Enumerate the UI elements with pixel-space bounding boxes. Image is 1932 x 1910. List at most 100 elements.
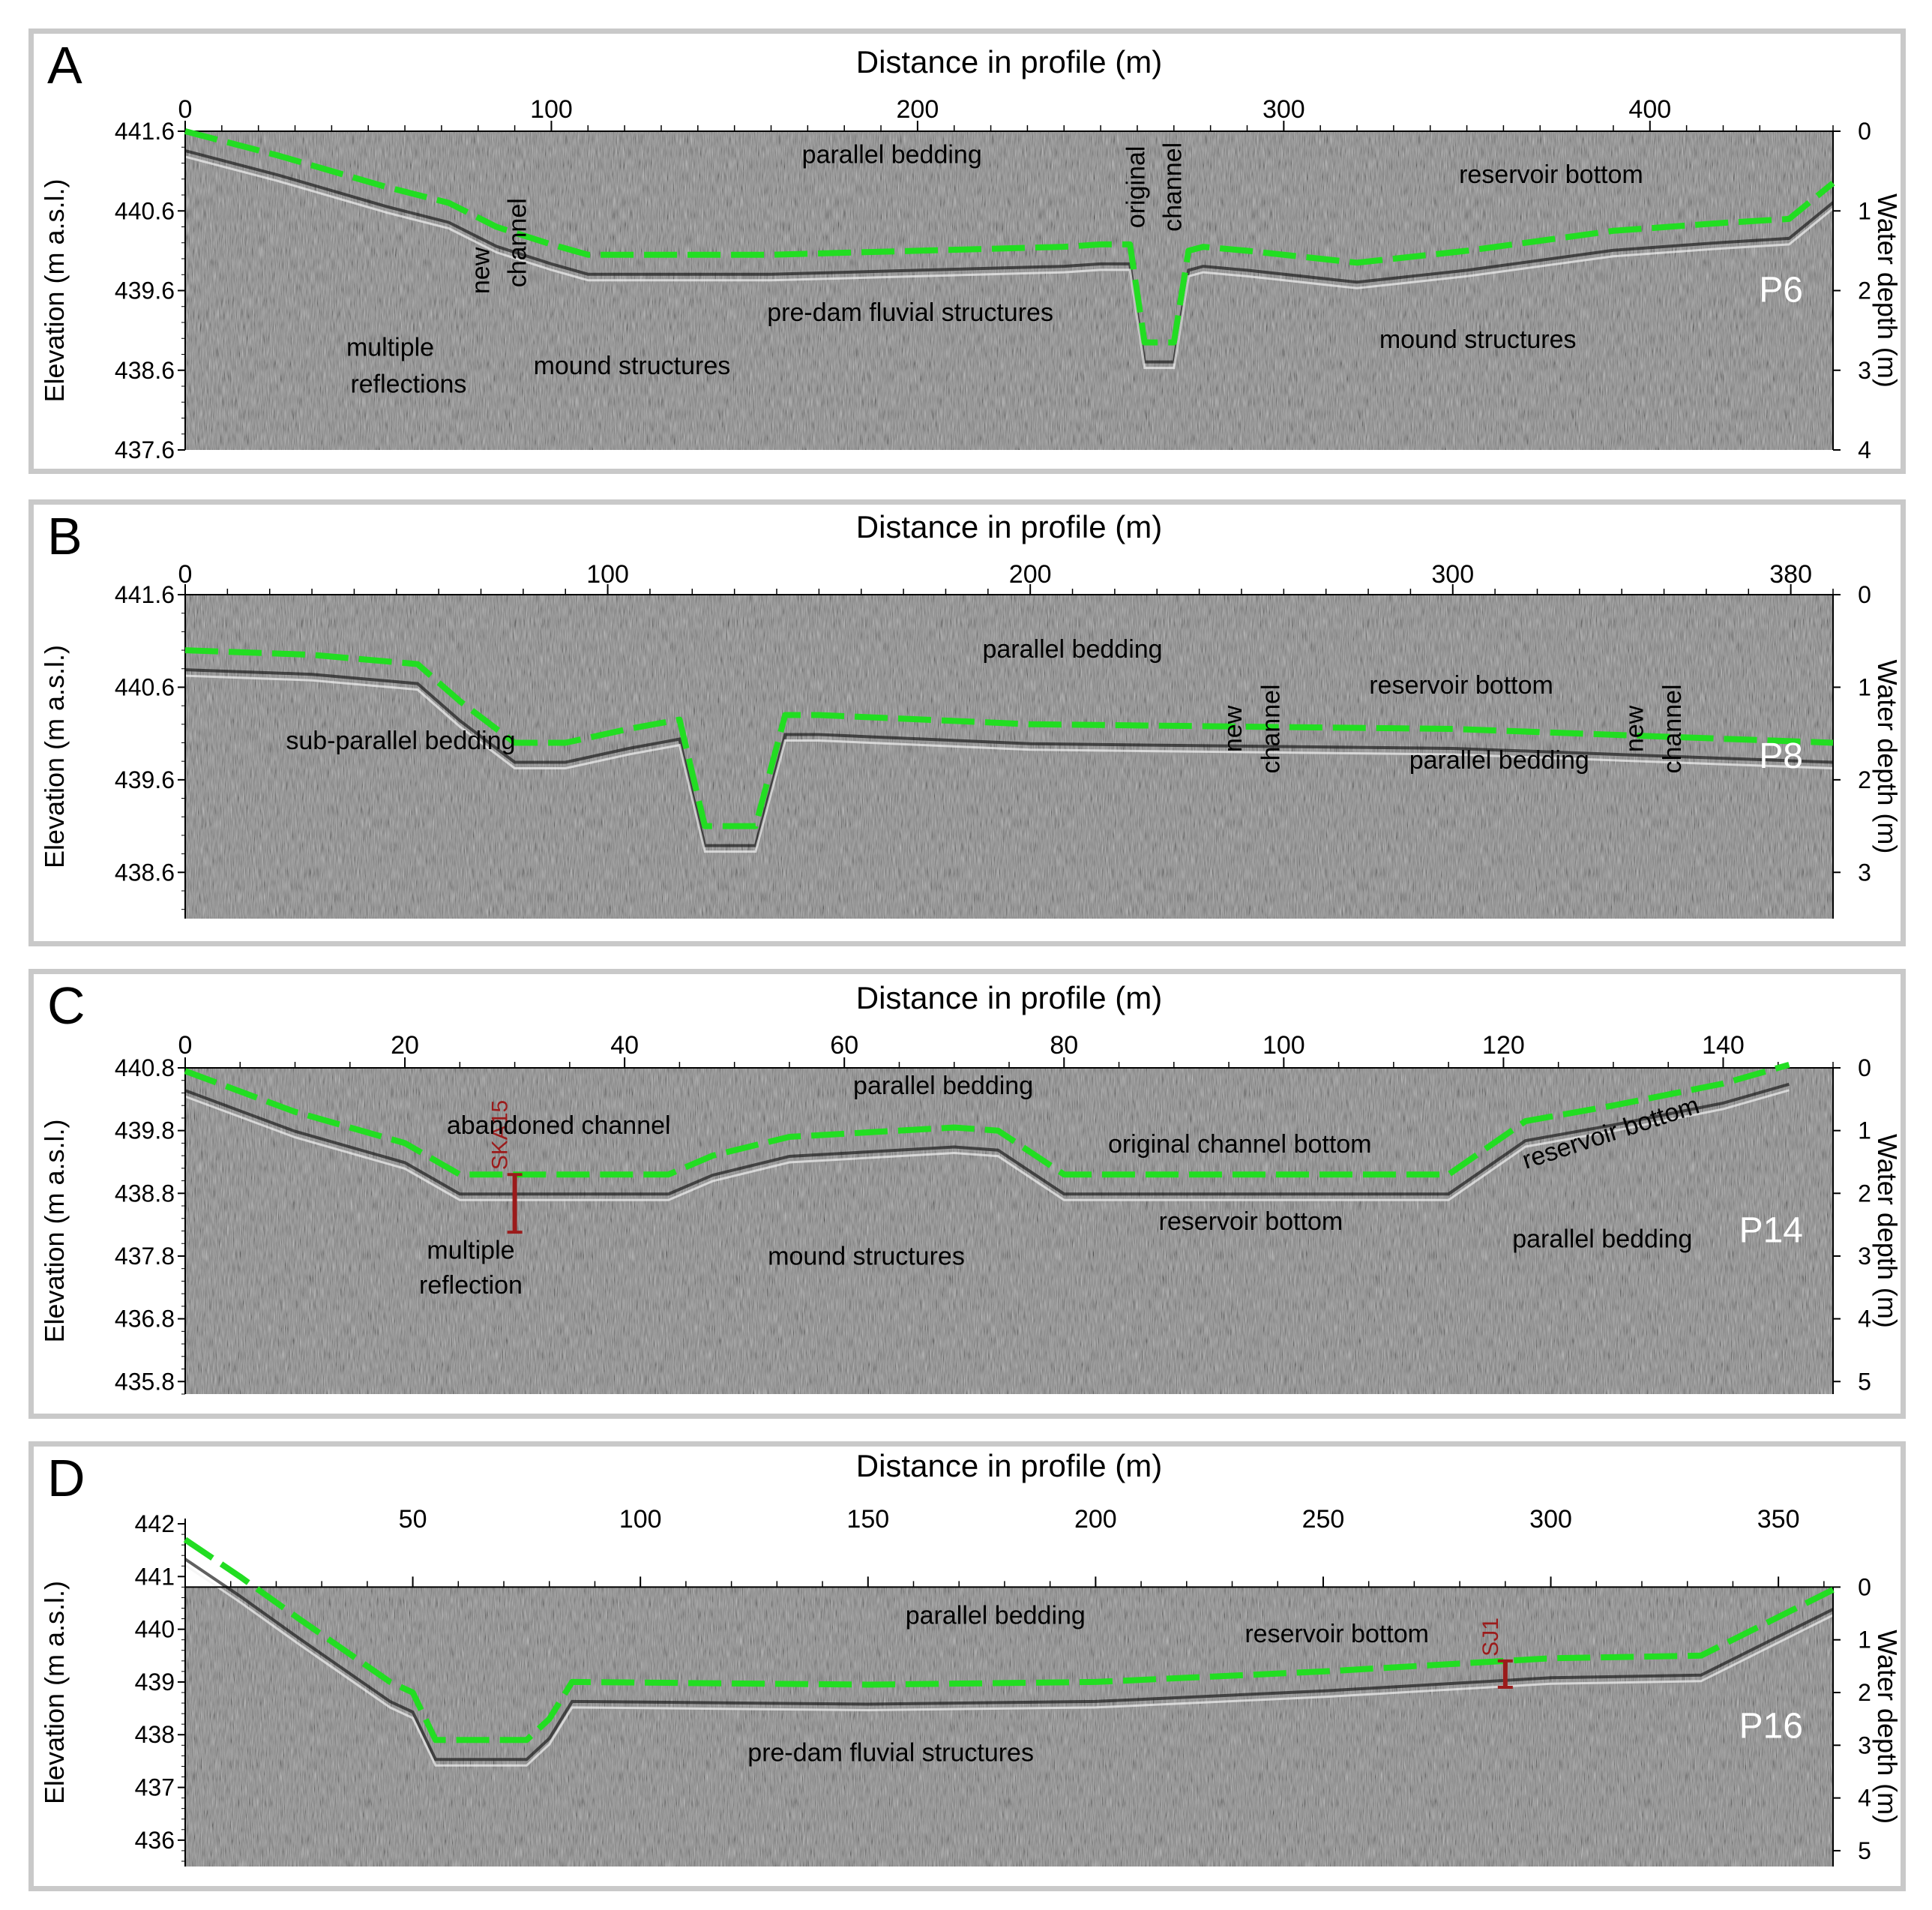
- annotation-label: parallel bedding: [982, 635, 1162, 664]
- y-tick-label: 438.6: [115, 357, 175, 384]
- panel-letter: A: [47, 36, 82, 94]
- y-tick-label: 438: [135, 1721, 175, 1748]
- depth-tick-label: 2: [1858, 1180, 1871, 1207]
- y-tick-label: 438.6: [115, 859, 175, 886]
- panel-letter: C: [47, 976, 85, 1035]
- annotation-label: multiple: [427, 1236, 514, 1264]
- depth-tick-label: 0: [1858, 118, 1871, 145]
- profile-label: P6: [1759, 271, 1803, 310]
- annotation-label: reflection: [419, 1271, 523, 1300]
- annotation-label: new: [466, 247, 495, 294]
- depth-tick-label: 3: [1858, 1732, 1871, 1759]
- y-tick-label: 439.6: [115, 277, 175, 304]
- annotation-label: mound structures: [534, 352, 731, 380]
- y-tick-label: 437.6: [115, 436, 175, 463]
- depth-tick-label: 2: [1858, 277, 1871, 304]
- x-tick-label: 400: [1628, 95, 1671, 124]
- x-tick-label: 100: [586, 560, 629, 589]
- interpreted-surface-line: [183, 1537, 1835, 1744]
- annotation-label: parallel bedding: [1409, 746, 1589, 775]
- annotation-label: parallel bedding: [802, 141, 982, 169]
- reflector-line: [184, 149, 1835, 364]
- depth-axis-title: Water depth (m): [1872, 1134, 1901, 1328]
- depth-tick-label: 1: [1858, 197, 1871, 224]
- core-label: SKA15: [488, 1100, 513, 1170]
- annotation-label: original channel bottom: [1108, 1130, 1372, 1159]
- annotation-label: pre-dam fluvial structures: [747, 1738, 1034, 1767]
- y-tick-label: 442: [135, 1510, 175, 1537]
- x-tick-label: 150: [846, 1505, 889, 1534]
- annotation-label: sub-parallel bedding: [286, 727, 515, 755]
- depth-tick-label: 2: [1858, 1679, 1871, 1706]
- annotation-label: reservoir bottom: [1459, 160, 1643, 189]
- depth-tick-label: 4: [1858, 1306, 1871, 1333]
- depth-axis-title: Water depth (m): [1872, 660, 1901, 854]
- radargram-texture: [185, 595, 1833, 919]
- annotation-label: reflections: [350, 370, 466, 399]
- annotation-label: abandoned channel: [447, 1111, 671, 1140]
- x-tick-label: 50: [399, 1505, 427, 1534]
- x-tick-label: 100: [530, 95, 573, 124]
- x-tick-label: 100: [619, 1505, 662, 1534]
- x-tick-label: 0: [178, 95, 193, 124]
- interpreted-surface-line: [184, 128, 1835, 346]
- annotation-label: parallel bedding: [1512, 1225, 1692, 1253]
- radargram-texture: [185, 1068, 1833, 1394]
- annotation-label: reservoir bottom: [1159, 1207, 1343, 1236]
- y-tick-label: 440.6: [115, 197, 175, 224]
- depth-tick-label: 5: [1858, 1837, 1871, 1864]
- annotation-label: parallel bedding: [906, 1602, 1086, 1630]
- interpreted-surface-line: [184, 647, 1834, 829]
- x-tick-label: 100: [1263, 1031, 1305, 1060]
- y-axis-title: Elevation (m a.s.l.): [39, 1581, 70, 1804]
- radargram-texture: [185, 1587, 1833, 1867]
- annotation-label: mound structures: [1379, 325, 1577, 354]
- panel-c: C 0 20 40 60 80 100 120 140 Distance in profile …: [28, 969, 1906, 1419]
- reflector-line: [184, 1082, 1790, 1196]
- y-tick-label: 441: [135, 1563, 175, 1590]
- y-tick-label: 439.8: [115, 1117, 175, 1144]
- y-axis-title: Elevation (m a.s.l.): [39, 178, 70, 402]
- panel-a: A 0 100 200 300 400 Distance in profile (m) 44…: [28, 28, 1906, 474]
- reflector-line: [184, 155, 1834, 370]
- depth-axis-title: Water depth (m): [1872, 1630, 1901, 1824]
- reflector-line: [184, 668, 1834, 847]
- annotation-label: channel: [1159, 142, 1188, 232]
- core-label: SJ1: [1478, 1618, 1503, 1657]
- x-tick-label: 380: [1769, 560, 1812, 589]
- depth-tick-label: 2: [1858, 766, 1871, 793]
- y-tick-label: 440.8: [115, 1054, 175, 1081]
- y-tick-label: 439.6: [115, 766, 175, 793]
- annotation-label: reservoir bottom: [1245, 1620, 1429, 1648]
- panel-letter: B: [47, 507, 82, 565]
- annotation-label: multiple: [346, 334, 434, 362]
- reflector-line: [184, 1089, 1790, 1201]
- x-tick-label: 200: [897, 95, 939, 124]
- depth-tick-label: 5: [1858, 1368, 1871, 1395]
- annotation-label: parallel bedding: [853, 1072, 1033, 1100]
- interpreted-surface-line: [184, 1061, 1790, 1178]
- x-tick-label: 0: [178, 1031, 193, 1060]
- panel-b: B 0 100 200 300 380 Distance in profile (m) 44…: [28, 499, 1906, 946]
- depth-tick-label: 3: [1858, 357, 1871, 384]
- annotation-label: new: [1620, 705, 1649, 752]
- depth-tick-label: 1: [1858, 673, 1871, 700]
- profile-label: P14: [1739, 1211, 1803, 1251]
- depth-tick-label: 1: [1858, 1117, 1871, 1144]
- x-tick-label: 200: [1009, 560, 1052, 589]
- reflector-line: [184, 674, 1834, 853]
- x-axis-title: Distance in profile (m): [856, 44, 1162, 79]
- annotation-label: channel: [1658, 684, 1687, 773]
- depth-tick-label: 4: [1858, 436, 1871, 463]
- annotation-label: original: [1122, 146, 1151, 229]
- y-tick-label: 440.6: [115, 673, 175, 700]
- depth-tick-label: 4: [1858, 1785, 1871, 1812]
- annotation-label: reservoir bottom: [1369, 671, 1553, 700]
- profile-label: P16: [1739, 1707, 1803, 1747]
- annotation-label: channel: [503, 198, 532, 287]
- reflector-line: [184, 1564, 1834, 1767]
- x-tick-label: 140: [1702, 1031, 1745, 1060]
- depth-tick-label: 0: [1858, 581, 1871, 608]
- x-axis-title: Distance in profile (m): [856, 980, 1162, 1015]
